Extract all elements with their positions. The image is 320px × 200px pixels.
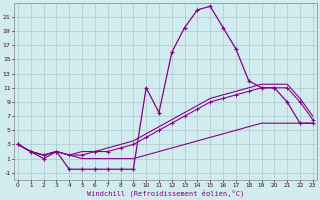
X-axis label: Windchill (Refroidissement éolien,°C): Windchill (Refroidissement éolien,°C) xyxy=(87,190,244,197)
